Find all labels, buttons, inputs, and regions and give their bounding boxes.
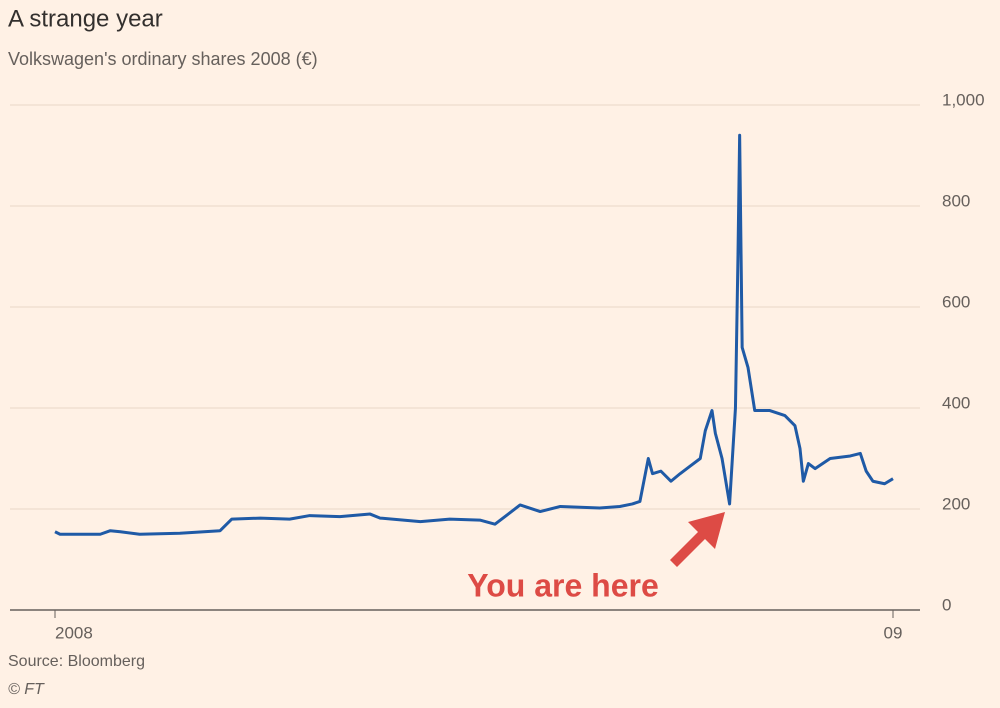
arrow [670,512,725,567]
y-tick-label: 0 [942,595,951,614]
y-tick-label: 600 [942,292,970,311]
y-tick-label: 800 [942,191,970,210]
annotation: You are here [467,567,658,603]
source: Source: Bloomberg [8,653,145,670]
x-tick-label: 09 [884,623,903,642]
y-tick-label: 400 [942,393,970,412]
y-tick-label: 200 [942,494,970,513]
price-line [54,133,894,536]
x-tick-label: 2008 [55,623,93,642]
credit: © FT [8,681,45,698]
chart-title: A strange year [8,5,163,32]
y-tick-label: 1,000 [942,90,985,109]
chart-subtitle: Volkswagen's ordinary shares 2008 (€) [8,49,318,69]
